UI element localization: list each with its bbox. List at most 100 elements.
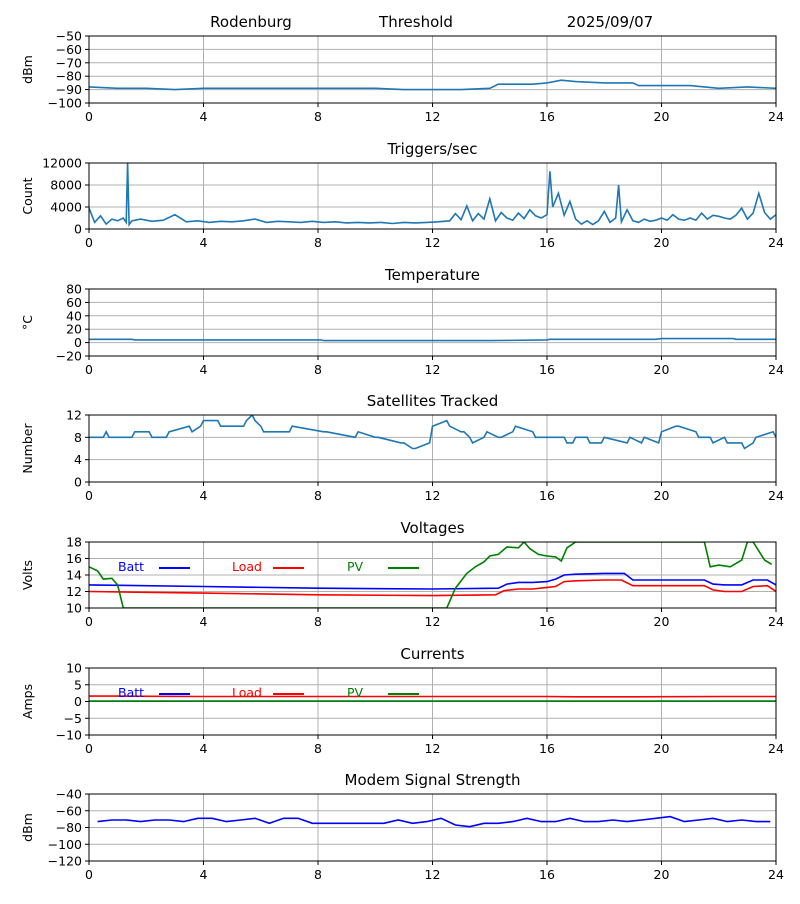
- x-tick-label: 4: [200, 741, 208, 756]
- x-tick-label: 8: [314, 362, 322, 377]
- x-tick-label: 4: [200, 488, 208, 503]
- y-tick-label: 4: [74, 452, 82, 467]
- y-tick-label: 40: [66, 308, 82, 323]
- panel-title: Temperature: [384, 266, 480, 284]
- x-tick-label: 24: [768, 109, 784, 124]
- x-tick-label: 0: [85, 109, 93, 124]
- y-axis-label: Amps: [20, 684, 35, 719]
- y-tick-label: 0: [74, 475, 82, 490]
- x-tick-label: 24: [768, 741, 784, 756]
- x-tick-label: 0: [85, 235, 93, 250]
- x-tick-label: 24: [768, 867, 784, 882]
- series-line-satellites: [89, 415, 776, 450]
- y-tick-label: −70: [56, 55, 82, 70]
- series-line-pv-voltages: [89, 542, 773, 608]
- y-tick-label: 16: [66, 551, 82, 566]
- x-tick-label: 0: [85, 867, 93, 882]
- y-tick-label: −60: [56, 803, 82, 818]
- y-tick-label: −60: [56, 42, 82, 57]
- y-tick-label: −5: [64, 711, 82, 726]
- panel-satellites: 0 4 8 12 16 20 24 0 4 8 12 Satellites Tracked Number: [20, 392, 784, 503]
- y-tick-label: 5: [74, 677, 82, 692]
- x-tick-label: 16: [539, 235, 555, 250]
- y-axis-label: Volts: [20, 560, 35, 590]
- y-tick-label: −80: [56, 69, 82, 84]
- panel-signal: 0 4 8 12 16 20 24 −100−90−80−70−60−50 dBm: [20, 29, 784, 125]
- panel-title: Modem Signal Strength: [345, 771, 521, 789]
- x-tick-label: 20: [654, 362, 670, 377]
- y-tick-label: 10: [66, 661, 82, 676]
- series-line-signal: [89, 79, 776, 91]
- x-tick-label: 0: [85, 741, 93, 756]
- x-tick-label: 20: [654, 741, 670, 756]
- x-tick-label: 8: [314, 235, 322, 250]
- y-axis-label: Count: [20, 177, 35, 214]
- x-tick-label: 16: [539, 362, 555, 377]
- series-line-temperature: [89, 337, 776, 342]
- x-tick-label: 24: [768, 235, 784, 250]
- y-tick-label: −120: [48, 854, 82, 869]
- x-tick-label: 8: [314, 614, 322, 629]
- x-tick-label: 4: [200, 614, 208, 629]
- legend-label-batt: Batt: [118, 559, 144, 574]
- legend-label-batt: Batt: [118, 685, 144, 700]
- panel-triggers: 0 4 8 12 16 20 24 0 4000 8000 12000 Triggers/sec Cou…: [20, 140, 784, 250]
- x-tick-label: 24: [768, 362, 784, 377]
- series-line-batt-voltages: [89, 572, 776, 590]
- y-tick-label: 12: [66, 408, 82, 423]
- y-tick-label: −20: [56, 349, 82, 364]
- y-tick-label: 0: [74, 222, 82, 237]
- report-date: 2025/09/07: [567, 13, 653, 31]
- x-tick-label: 16: [539, 614, 555, 629]
- x-tick-label: 16: [539, 867, 555, 882]
- x-tick-label: 8: [314, 488, 322, 503]
- x-tick-label: 16: [539, 488, 555, 503]
- panel-title: Voltages: [400, 519, 464, 537]
- x-tick-label: 4: [200, 109, 208, 124]
- y-tick-label: 0: [74, 694, 82, 709]
- x-tick-label: 20: [654, 109, 670, 124]
- y-tick-label: 20: [66, 322, 82, 337]
- x-tick-label: 20: [654, 614, 670, 629]
- x-tick-label: 24: [768, 488, 784, 503]
- trigger-mode: Threshold: [378, 13, 453, 31]
- x-tick-label: 12: [425, 362, 441, 377]
- x-tick-label: 4: [200, 867, 208, 882]
- x-tick-label: 12: [425, 235, 441, 250]
- x-tick-label: 20: [654, 235, 670, 250]
- y-tick-label: −50: [56, 29, 82, 44]
- y-tick-label: 8000: [50, 178, 82, 193]
- x-tick-label: 12: [425, 741, 441, 756]
- y-tick-label: 0: [74, 335, 82, 350]
- y-axis-label: dBm: [20, 813, 35, 842]
- x-tick-label: 16: [539, 109, 555, 124]
- y-axis-label: Number: [20, 423, 35, 474]
- y-axis-label: dBm: [20, 55, 35, 84]
- legend-label-load: Load: [232, 685, 262, 700]
- legend-label-load: Load: [232, 559, 262, 574]
- x-tick-label: 12: [425, 867, 441, 882]
- panel-title: Satellites Tracked: [367, 392, 498, 410]
- y-tick-label: −100: [48, 96, 82, 111]
- y-tick-label: 14: [66, 568, 82, 583]
- series-line-modem: [97, 815, 771, 828]
- y-tick-label: 8: [74, 430, 82, 445]
- station-name: Rodenburg: [210, 13, 292, 31]
- y-axis-label: °C: [20, 315, 35, 330]
- y-tick-label: 12: [66, 584, 82, 599]
- legend-label-pv: PV: [347, 685, 364, 700]
- y-tick-label: −100: [48, 837, 82, 852]
- y-tick-label: 10: [66, 601, 82, 616]
- x-tick-label: 20: [654, 867, 670, 882]
- y-tick-label: 18: [66, 535, 82, 550]
- panel-title: Triggers/sec: [387, 140, 478, 158]
- series-line-load-currents: [89, 695, 776, 698]
- y-tick-label: −10: [56, 728, 82, 743]
- y-tick-label: −90: [56, 82, 82, 97]
- y-tick-label: −40: [56, 787, 82, 802]
- panel-modem: 0 4 8 12 16 20 24 −120 −100 −80 −60−40 Modem Signal…: [20, 771, 784, 882]
